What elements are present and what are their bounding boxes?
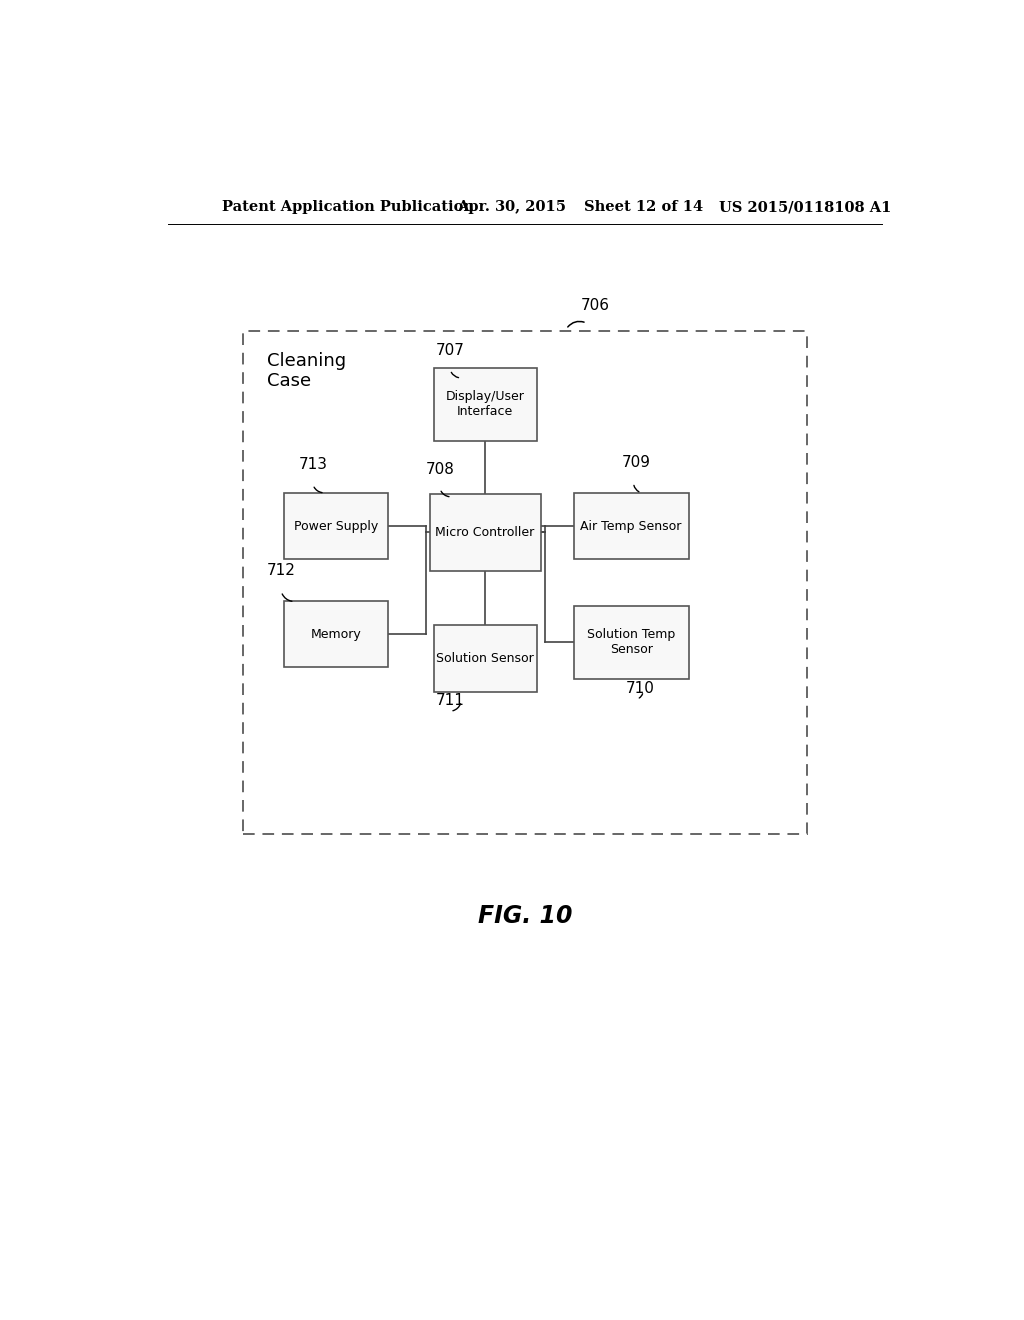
Bar bbox=[430, 494, 541, 570]
Text: Sheet 12 of 14: Sheet 12 of 14 bbox=[585, 201, 703, 214]
Text: 710: 710 bbox=[626, 681, 654, 696]
Bar bbox=[285, 494, 387, 560]
Text: 712: 712 bbox=[267, 564, 296, 578]
Text: Cleaning
Case: Cleaning Case bbox=[267, 351, 346, 391]
Text: 708: 708 bbox=[426, 462, 455, 477]
Text: Micro Controller: Micro Controller bbox=[435, 525, 535, 539]
Text: Solution Temp
Sensor: Solution Temp Sensor bbox=[587, 628, 675, 656]
Text: US 2015/0118108 A1: US 2015/0118108 A1 bbox=[719, 201, 892, 214]
Bar bbox=[243, 331, 807, 834]
Bar bbox=[433, 626, 537, 692]
Text: 711: 711 bbox=[436, 693, 465, 709]
Text: FIG. 10: FIG. 10 bbox=[477, 904, 572, 928]
Text: 709: 709 bbox=[622, 455, 650, 470]
Text: Memory: Memory bbox=[310, 627, 361, 640]
Bar bbox=[433, 368, 537, 441]
Text: Air Temp Sensor: Air Temp Sensor bbox=[581, 520, 682, 533]
Bar bbox=[573, 494, 689, 560]
Text: Power Supply: Power Supply bbox=[294, 520, 378, 533]
Bar bbox=[285, 601, 387, 667]
Text: 706: 706 bbox=[581, 298, 609, 313]
Text: 707: 707 bbox=[436, 343, 465, 358]
Text: Patent Application Publication: Patent Application Publication bbox=[221, 201, 474, 214]
Text: Solution Sensor: Solution Sensor bbox=[436, 652, 534, 665]
Text: Display/User
Interface: Display/User Interface bbox=[445, 391, 524, 418]
Text: 713: 713 bbox=[299, 458, 328, 473]
Bar bbox=[573, 606, 689, 678]
Text: Apr. 30, 2015: Apr. 30, 2015 bbox=[458, 201, 566, 214]
